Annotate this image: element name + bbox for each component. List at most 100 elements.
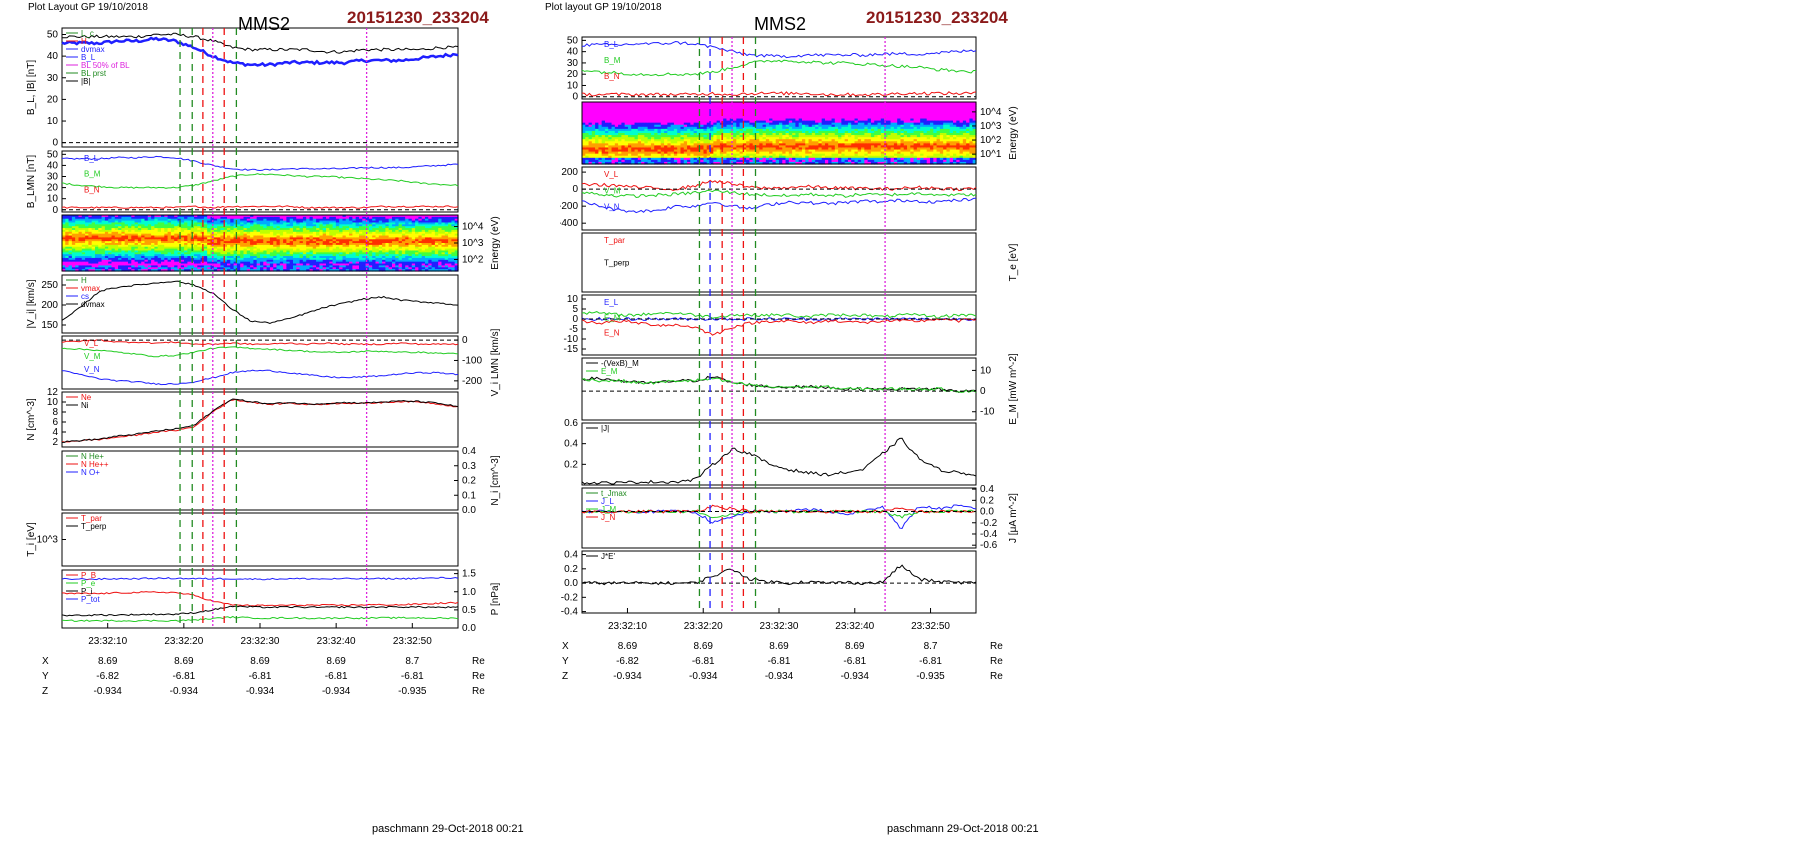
heatmap-cell [157, 237, 162, 240]
heatmap-cell [365, 256, 370, 259]
heatmap-cell [595, 102, 600, 105]
heatmap-cell [217, 220, 221, 224]
heatmap-cell [197, 256, 202, 259]
heatmap-cell [425, 246, 429, 250]
heatmap-cell [650, 110, 655, 113]
heatmap-cell [693, 157, 698, 161]
heatmap-cell [441, 229, 446, 233]
heatmap-cell [65, 218, 70, 222]
heatmap-cell [200, 226, 205, 229]
heatmap-cell [667, 114, 672, 118]
heatmap-cell [670, 151, 675, 155]
heatmap-cell [210, 257, 215, 261]
ylabel: |V_i| [km/s] [26, 279, 37, 328]
heatmap-cell [444, 228, 449, 231]
heatmap-cell [124, 248, 129, 252]
heatmap-cell [286, 265, 291, 268]
heatmap-cell [124, 216, 129, 220]
ytick-label: 0.5 [462, 605, 476, 616]
heatmap-cell [595, 137, 600, 140]
heatmap-cell [454, 224, 459, 227]
heatmap-cell [85, 257, 89, 261]
heatmap-cell [279, 248, 284, 252]
heatmap-cell [378, 224, 383, 227]
heatmap-cell [104, 256, 109, 259]
heatmap-cell [421, 218, 426, 222]
heatmap-cell [269, 228, 274, 231]
heatmap-cell [398, 218, 403, 222]
heatmap-cell [75, 267, 80, 270]
heatmap-cell [62, 265, 66, 268]
heatmap-cell [591, 120, 596, 124]
heatmap-cell [382, 261, 386, 265]
heatmap-cell [236, 250, 241, 253]
heatmap-cell [243, 220, 248, 224]
heatmap-cell [230, 250, 235, 253]
heatmap-cell [167, 261, 172, 265]
heatmap-cell [233, 244, 238, 248]
heatmap-cell [256, 215, 261, 218]
heatmap-cell [614, 149, 619, 153]
heatmap-cell [365, 265, 370, 268]
heatmap-cell [637, 112, 642, 115]
heatmap-cell [601, 145, 606, 149]
heatmap-cell [286, 244, 291, 248]
heatmap-cell [706, 102, 711, 105]
heatmap-cell [614, 157, 619, 161]
heatmap-cell [299, 241, 304, 244]
heatmap-cell [213, 259, 218, 263]
heatmap-cell [187, 243, 192, 246]
heatmap-cell [362, 237, 367, 240]
heatmap-cell [306, 263, 311, 266]
heatmap-cell [227, 259, 231, 263]
heatmap-cell [355, 244, 360, 248]
heatmap-cell [256, 261, 261, 265]
heatmap-cell [203, 265, 208, 268]
heatmap-cell [611, 139, 616, 142]
legend-label: P_e [81, 579, 96, 588]
heatmap-cell [667, 149, 672, 153]
heatmap-cell [151, 248, 155, 252]
heatmap-cell [253, 256, 258, 259]
heatmap-cell [690, 145, 695, 149]
heatmap-cell [184, 265, 188, 268]
heatmap-cell [190, 229, 195, 233]
heatmap-cell [98, 269, 103, 272]
heatmap-cell [634, 104, 639, 107]
heatmap-cell [170, 256, 175, 259]
heatmap-cell [260, 231, 264, 235]
heatmap-cell [154, 216, 159, 220]
heatmap-cell [657, 143, 662, 146]
heatmap-cell [438, 224, 443, 227]
heatmap-cell [696, 128, 701, 132]
heatmap-cell [296, 224, 301, 227]
heatmap-cell [444, 239, 449, 242]
heatmap-cell [388, 226, 393, 229]
heatmap-cell [128, 244, 132, 248]
heatmap-cell [81, 218, 86, 222]
heatmap-cell [375, 237, 380, 240]
heatmap-cell [279, 263, 284, 266]
heatmap-cell [601, 147, 606, 151]
heatmap-cell [690, 157, 695, 161]
heatmap-cell [680, 114, 685, 118]
heatmap-cell [326, 235, 330, 238]
heatmap-cell [673, 153, 678, 157]
heatmap-cell [144, 243, 149, 246]
heatmap-cell [680, 126, 685, 130]
heatmap-cell [65, 257, 70, 261]
heatmap-cell [329, 244, 334, 248]
heatmap-cell [309, 252, 314, 255]
heatmap-cell [644, 116, 649, 120]
heatmap-cell [194, 241, 198, 244]
heatmap-cell [279, 215, 284, 218]
heatmap-cell [621, 141, 626, 144]
heatmap-cell [236, 246, 241, 250]
heatmap-cell [223, 261, 228, 265]
heatmap-cell [273, 248, 278, 252]
heatmap-cell [641, 110, 645, 113]
heatmap-cell [634, 108, 639, 111]
heatmap-cell [706, 124, 711, 128]
heatmap-cell [372, 215, 377, 218]
heatmap-cell [411, 267, 416, 270]
